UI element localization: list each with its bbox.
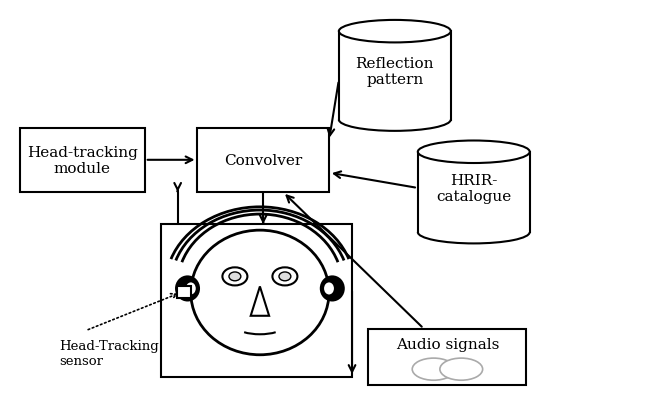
Ellipse shape bbox=[440, 358, 483, 380]
Ellipse shape bbox=[186, 283, 196, 295]
Bar bbox=[197, 128, 329, 192]
Text: Audio signals: Audio signals bbox=[395, 338, 499, 352]
Ellipse shape bbox=[229, 272, 241, 281]
Text: Head-Tracking
sensor: Head-Tracking sensor bbox=[59, 339, 159, 367]
Bar bbox=[20, 128, 145, 192]
Bar bbox=[368, 329, 526, 385]
Bar bbox=[161, 225, 352, 377]
Ellipse shape bbox=[339, 21, 451, 43]
Text: Head-tracking
module: Head-tracking module bbox=[27, 145, 138, 176]
Ellipse shape bbox=[279, 272, 291, 281]
Ellipse shape bbox=[412, 358, 455, 380]
Text: Convolver: Convolver bbox=[224, 154, 302, 167]
Polygon shape bbox=[251, 287, 269, 316]
Ellipse shape bbox=[272, 268, 297, 286]
Bar bbox=[177, 287, 191, 299]
Ellipse shape bbox=[324, 283, 334, 295]
Ellipse shape bbox=[320, 275, 345, 302]
Text: HRIR-
catalogue: HRIR- catalogue bbox=[436, 173, 511, 204]
Ellipse shape bbox=[222, 268, 247, 286]
Ellipse shape bbox=[175, 275, 200, 302]
Ellipse shape bbox=[418, 141, 530, 164]
Text: Reflection
pattern: Reflection pattern bbox=[355, 57, 434, 87]
Ellipse shape bbox=[191, 231, 329, 355]
